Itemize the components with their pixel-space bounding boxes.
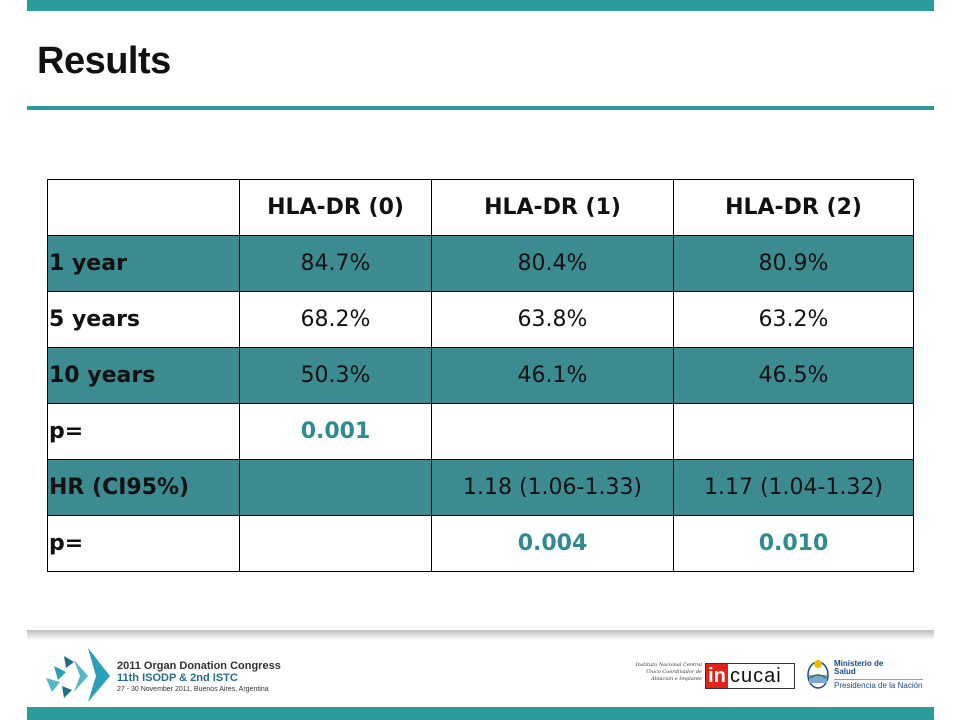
congress-edition: 11th ISODP & 2nd ISTC bbox=[117, 672, 238, 684]
incucai-logo: in cucai bbox=[705, 663, 795, 689]
table-cell: 80.4% bbox=[431, 235, 674, 292]
instituto-caption: Instituto Nacional Central Único Coordin… bbox=[635, 662, 702, 682]
header-cell-hla-dr-0: HLA-DR (0) bbox=[239, 179, 432, 236]
header-cell-hla-dr-2: HLA-DR (2) bbox=[673, 179, 914, 236]
table-cell bbox=[673, 403, 914, 460]
table-cell bbox=[431, 403, 674, 460]
incucai-logo-text: cucai bbox=[730, 664, 782, 687]
table-cell: 80.9% bbox=[673, 235, 914, 292]
title-divider bbox=[27, 106, 934, 110]
p-value-cell: 0.001 bbox=[239, 403, 432, 460]
ministerio-line: Ministerio de bbox=[834, 659, 884, 668]
congress-name: 2011 Organ Donation Congress bbox=[117, 660, 281, 672]
incucai-logo-in: in bbox=[706, 664, 728, 688]
congress-dates: 27 - 30 November 2011, Buenos Aires, Arg… bbox=[117, 686, 269, 693]
header-cell-hla-dr-1: HLA-DR (1) bbox=[431, 179, 674, 236]
table-cell: 68.2% bbox=[239, 291, 432, 348]
argentina-seal-icon bbox=[807, 660, 829, 689]
table-row-5-years: 5 years 68.2% 63.8% 63.2% bbox=[47, 291, 914, 348]
row-label: p= bbox=[47, 403, 240, 460]
p-value-cell: 0.010 bbox=[673, 515, 914, 572]
row-label: 1 year bbox=[47, 235, 240, 292]
slide-title: Results bbox=[37, 40, 171, 82]
header-cell-empty bbox=[47, 179, 240, 236]
ministerio-salud: Salud bbox=[834, 667, 856, 676]
table-cell: 1.18 (1.06-1.33) bbox=[431, 459, 674, 516]
table-cell: 63.8% bbox=[431, 291, 674, 348]
top-accent-bar bbox=[27, 0, 934, 11]
footer-divider bbox=[27, 630, 934, 640]
table-row-hr-p-value: p= 0.004 0.010 bbox=[47, 515, 914, 572]
table-row-1-year: 1 year 84.7% 80.4% 80.9% bbox=[47, 235, 914, 292]
table-cell bbox=[239, 515, 432, 572]
bottom-accent-bar bbox=[27, 707, 934, 720]
table-row-10-years: 10 years 50.3% 46.1% 46.5% bbox=[47, 347, 914, 404]
table-cell: 50.3% bbox=[239, 347, 432, 404]
table-row-hazard-ratio: HR (CI95%) 1.18 (1.06-1.33) 1.17 (1.04-1… bbox=[47, 459, 914, 516]
row-label: HR (CI95%) bbox=[47, 459, 240, 516]
table-header-row: HLA-DR (0) HLA-DR (1) HLA-DR (2) bbox=[47, 179, 914, 236]
results-table: HLA-DR (0) HLA-DR (1) HLA-DR (2) 1 year … bbox=[47, 179, 914, 572]
table-cell: 84.7% bbox=[239, 235, 432, 292]
ministerio-info: Ministerio de Salud Presidencia de la Na… bbox=[834, 660, 923, 691]
p-value-cell: 0.004 bbox=[431, 515, 674, 572]
presidencia-line: Presidencia de la Nación bbox=[834, 678, 923, 690]
congress-info: 2011 Organ Donation Congress 11th ISODP … bbox=[117, 660, 281, 693]
row-label: 5 years bbox=[47, 291, 240, 348]
table-cell bbox=[239, 459, 432, 516]
table-cell: 1.17 (1.04-1.32) bbox=[673, 459, 914, 516]
table-cell: 46.1% bbox=[431, 347, 674, 404]
table-row-p-value: p= 0.001 bbox=[47, 403, 914, 460]
table-cell: 46.5% bbox=[673, 347, 914, 404]
congress-logo-icon bbox=[46, 648, 110, 702]
row-label: p= bbox=[47, 515, 240, 572]
table-cell: 63.2% bbox=[673, 291, 914, 348]
row-label: 10 years bbox=[47, 347, 240, 404]
